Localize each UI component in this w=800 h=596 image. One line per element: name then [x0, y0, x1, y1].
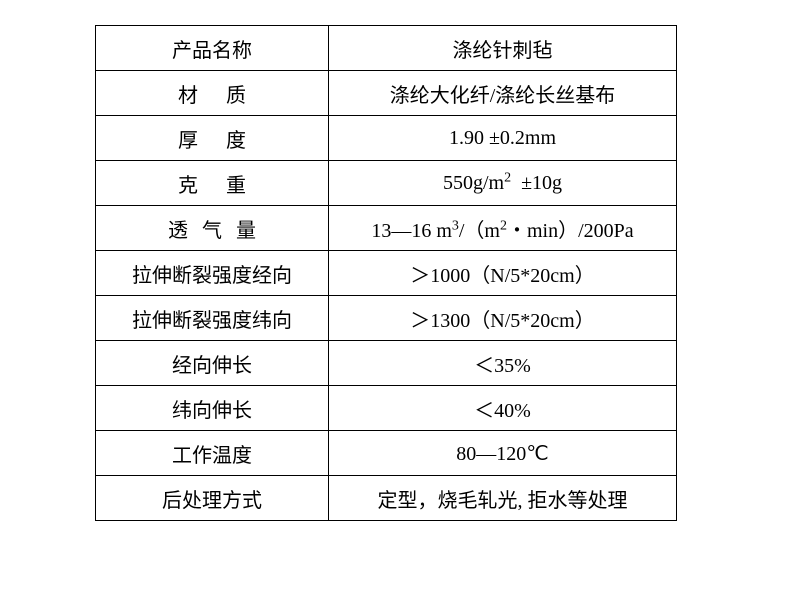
spec-label: 纬向伸长 — [96, 386, 329, 431]
table-row: 克重550g/m2 ±10g — [96, 161, 677, 206]
spec-value: 80—120℃ — [329, 431, 677, 476]
spec-label: 克重 — [96, 161, 329, 206]
spec-value: 1.90 ±0.2mm — [329, 116, 677, 161]
spec-value: ＞1300（N/5*20cm） — [329, 296, 677, 341]
spec-label: 拉伸断裂强度纬向 — [96, 296, 329, 341]
spec-value: 定型，烧毛轧光, 拒水等处理 — [329, 476, 677, 521]
spec-table-body: 产品名称涤纶针刺毡材质涤纶大化纤/涤纶长丝基布厚度1.90 ±0.2mm克重55… — [96, 26, 677, 521]
table-row: 拉伸断裂强度经向＞1000（N/5*20cm） — [96, 251, 677, 296]
table-row: 拉伸断裂强度纬向＞1300（N/5*20cm） — [96, 296, 677, 341]
spec-value: ＜40% — [329, 386, 677, 431]
spec-label: 经向伸长 — [96, 341, 329, 386]
spec-value: 550g/m2 ±10g — [329, 161, 677, 206]
spec-value: 涤纶针刺毡 — [329, 26, 677, 71]
spec-label: 材质 — [96, 71, 329, 116]
table-row: 纬向伸长＜40% — [96, 386, 677, 431]
spec-value: ＞1000（N/5*20cm） — [329, 251, 677, 296]
spec-value: 涤纶大化纤/涤纶长丝基布 — [329, 71, 677, 116]
table-row: 厚度1.90 ±0.2mm — [96, 116, 677, 161]
spec-label: 后处理方式 — [96, 476, 329, 521]
spec-label: 厚度 — [96, 116, 329, 161]
spec-label: 产品名称 — [96, 26, 329, 71]
table-row: 经向伸长＜35% — [96, 341, 677, 386]
table-row: 透气量13—16 m3/（m2・min）/200Pa — [96, 206, 677, 251]
spec-table: 产品名称涤纶针刺毡材质涤纶大化纤/涤纶长丝基布厚度1.90 ±0.2mm克重55… — [95, 25, 677, 521]
spec-table-container: 产品名称涤纶针刺毡材质涤纶大化纤/涤纶长丝基布厚度1.90 ±0.2mm克重55… — [95, 25, 677, 521]
table-row: 材质涤纶大化纤/涤纶长丝基布 — [96, 71, 677, 116]
spec-label: 拉伸断裂强度经向 — [96, 251, 329, 296]
spec-label: 透气量 — [96, 206, 329, 251]
spec-label: 工作温度 — [96, 431, 329, 476]
table-row: 工作温度80—120℃ — [96, 431, 677, 476]
spec-value: ＜35% — [329, 341, 677, 386]
spec-value: 13—16 m3/（m2・min）/200Pa — [329, 206, 677, 251]
table-row: 产品名称涤纶针刺毡 — [96, 26, 677, 71]
table-row: 后处理方式定型，烧毛轧光, 拒水等处理 — [96, 476, 677, 521]
